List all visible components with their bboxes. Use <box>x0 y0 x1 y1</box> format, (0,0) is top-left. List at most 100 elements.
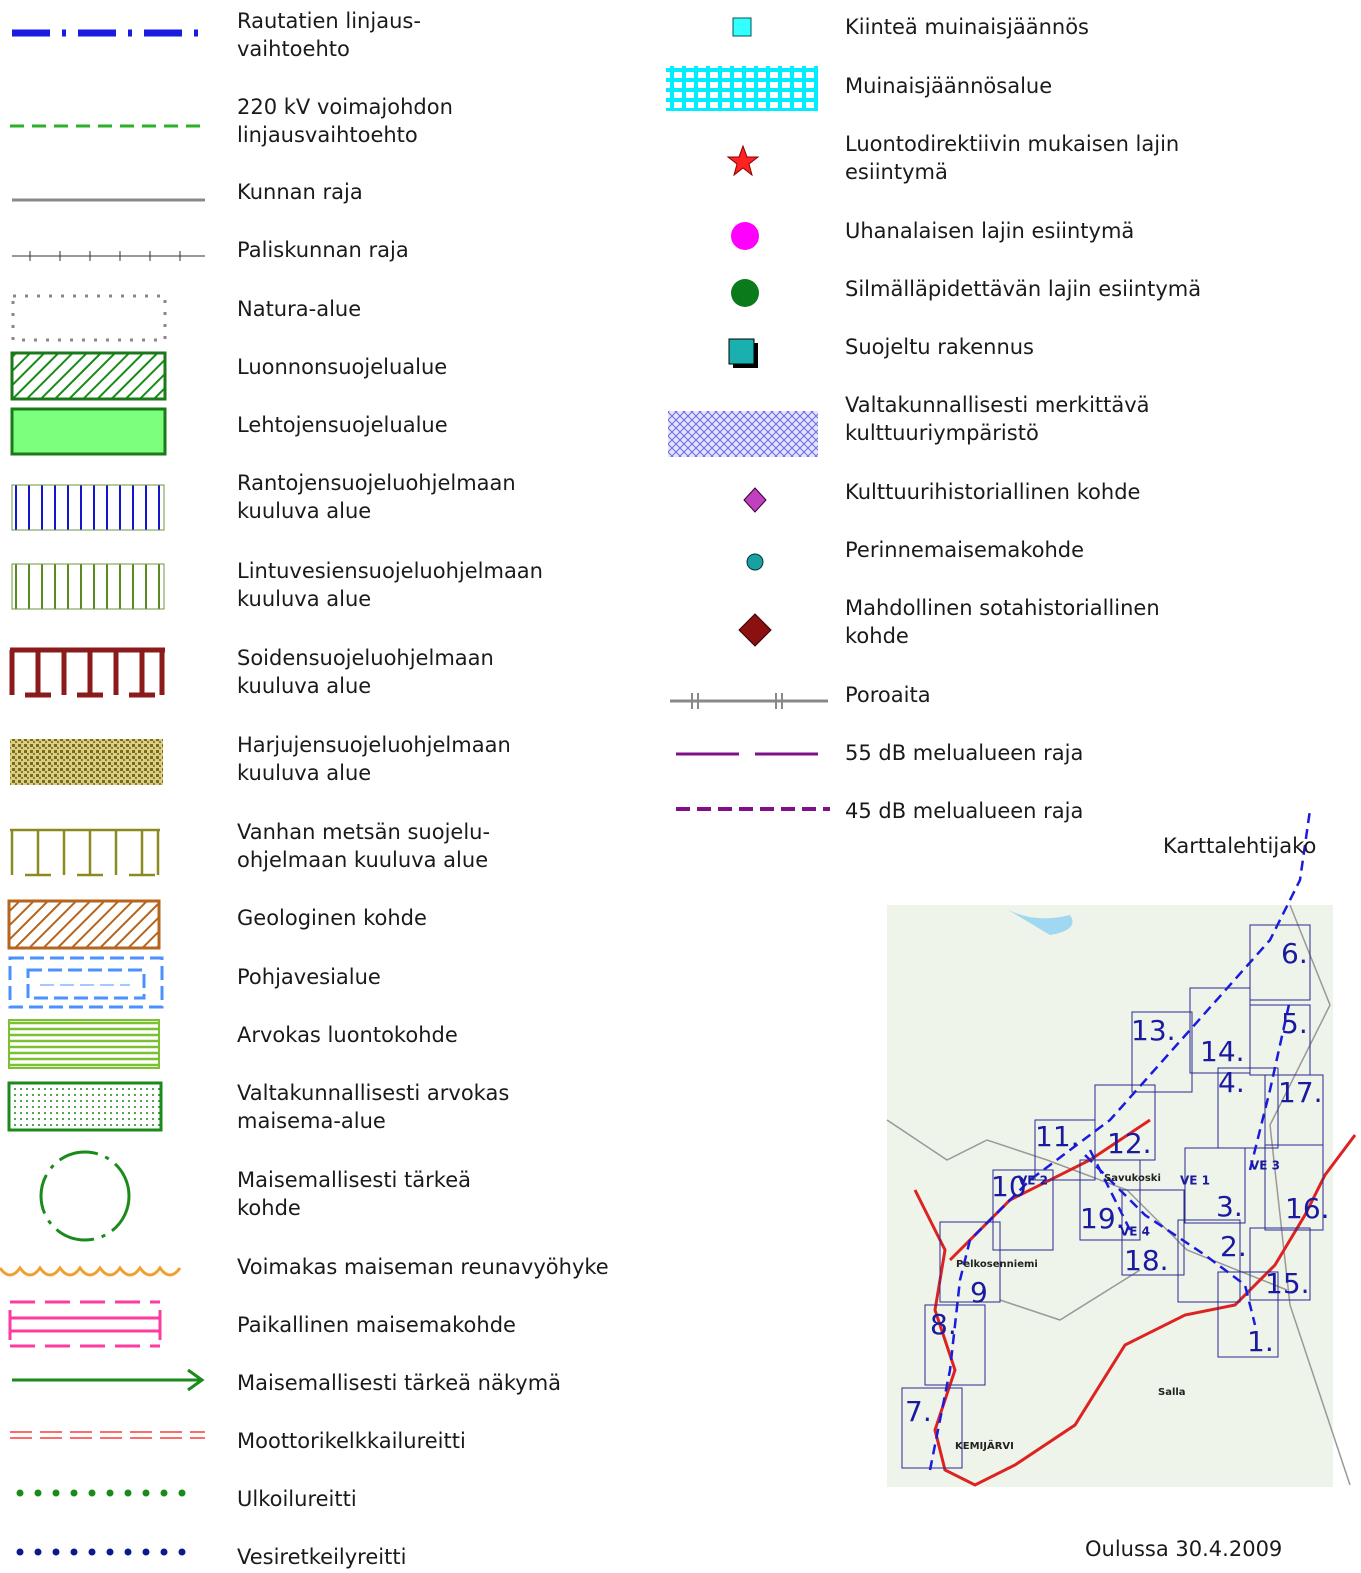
place-name: Savukoski <box>1104 1173 1161 1184</box>
legend-label: Harjujensuojeluohjelmaan <box>237 733 511 757</box>
legend-label: Rautatien linjaus- <box>237 9 421 33</box>
sheet-number: 13. <box>1131 1014 1176 1047</box>
legend-label: Ulkoilureitti <box>237 1487 357 1511</box>
legend-label: Paliskunnan raja <box>237 238 409 262</box>
sheet-number: 5. <box>1281 1007 1308 1040</box>
symbol <box>13 296 165 340</box>
symbol <box>668 411 818 457</box>
legend-label: kulttuuriympäristö <box>845 421 1039 445</box>
map-title: Karttalehtijako <box>1163 834 1316 858</box>
legend-label: kuuluva alue <box>237 761 371 785</box>
symbol <box>10 830 160 875</box>
legend-label: Poroaita <box>845 683 931 707</box>
route-label: VE 1 <box>1180 1174 1210 1188</box>
legend-label: ohjelmaan kuuluva alue <box>237 848 488 872</box>
legend-label: Natura-alue <box>237 297 361 321</box>
sheet-number: 3. <box>1216 1190 1243 1223</box>
legend-label: esiintymä <box>845 160 948 184</box>
legend-label: Valtakunnallisesti arvokas <box>237 1081 509 1105</box>
sheet-number: 15. <box>1265 1267 1310 1300</box>
sheet-number: 6. <box>1281 937 1308 970</box>
legend-label: Luontodirektiivin mukaisen lajin <box>845 132 1179 156</box>
symbol <box>739 614 771 646</box>
legend-label: kuuluva alue <box>237 587 371 611</box>
symbol <box>10 958 162 1007</box>
legend-label: Luonnonsuojelualue <box>237 355 447 379</box>
route-label: VE 3 <box>1250 1159 1280 1173</box>
symbol <box>41 1152 129 1240</box>
symbol <box>9 1083 161 1130</box>
sheet-number: 11. <box>1035 1120 1080 1153</box>
legend-label: Perinnemaisemakohde <box>845 538 1084 562</box>
symbol <box>12 353 165 399</box>
symbol <box>666 66 818 111</box>
legend-label: kuuluva alue <box>237 674 371 698</box>
symbol <box>9 901 159 948</box>
legend-label: Voimakas maiseman reunavyöhyke <box>237 1255 609 1279</box>
legend-label: Muinaisjäännösalue <box>845 74 1052 98</box>
symbol <box>9 1020 159 1068</box>
legend-label: Kunnan raja <box>237 180 363 204</box>
symbol <box>733 18 751 36</box>
symbol <box>0 1268 180 1275</box>
legend-label: Vanhan metsän suojelu- <box>237 820 490 844</box>
legend-label: Geologinen kohde <box>237 906 427 930</box>
legend-label: Maisemallisesti tärkeä näkymä <box>237 1371 561 1395</box>
symbol <box>10 650 165 695</box>
legend-label: maisema-alue <box>237 1109 386 1133</box>
legend-label: Pohjavesialue <box>237 965 381 989</box>
symbol <box>744 488 766 512</box>
sheet-number: 18. <box>1124 1244 1169 1277</box>
sheet-number: 2. <box>1220 1230 1247 1263</box>
legend-label: vaihtoehto <box>237 37 350 61</box>
legend-label: Silmälläpidettävän lajin esiintymä <box>845 277 1201 301</box>
page: Legend body { margin: 0; background: #ff… <box>0 0 1361 1573</box>
symbol <box>10 739 163 785</box>
legend-label: Maisemallisesti tärkeä <box>237 1168 471 1192</box>
symbol <box>12 485 164 530</box>
left-symbols <box>0 33 205 1552</box>
symbol <box>12 409 165 454</box>
symbol <box>10 1432 205 1438</box>
legend-label: 220 kV voimajohdon <box>237 95 453 119</box>
legend-sheet: 6.5.13.14.4.17.11.12.1019.3.16.18.2.15.9… <box>0 0 1361 1573</box>
legend-label: Mahdollinen sotahistoriallinen <box>845 596 1160 620</box>
legend-label: Rantojensuojeluohjelmaan <box>237 471 516 495</box>
legend-label: Lintuvesiensuojeluohjelmaan <box>237 559 543 583</box>
legend-label: Arvokas luontokohde <box>237 1023 458 1047</box>
sheet-number: 16. <box>1285 1192 1330 1225</box>
sheet-number: 19. <box>1080 1202 1125 1235</box>
legend-label: linjausvaihtoehto <box>237 123 418 147</box>
body: {"legend_left": [ {"label": ["Rautatien … <box>0 0 1361 1573</box>
symbol <box>731 279 759 307</box>
legend-label: Lehtojensuojelualue <box>237 413 448 437</box>
legend-label: Kiinteä muinaisjäännös <box>845 15 1089 39</box>
legend-label: Soidensuojeluohjelmaan <box>237 646 494 670</box>
legend-label: 45 dB melualueen raja <box>845 799 1083 823</box>
legend-label: Kulttuurihistoriallinen kohde <box>845 480 1140 504</box>
route-label: VE 4 <box>1120 1225 1150 1239</box>
symbol <box>10 1302 160 1346</box>
place-name: KEMIJÄRVI <box>955 1438 1014 1452</box>
place-name: Pelkosenniemi <box>956 1259 1038 1270</box>
legend-label: Paikallinen maisemakohde <box>237 1313 516 1337</box>
legend-label: Moottorikelkkailureitti <box>237 1429 466 1453</box>
symbol <box>12 564 164 609</box>
footer-date: Oulussa 30.4.2009 <box>1085 1537 1282 1561</box>
right-symbols <box>666 18 830 809</box>
symbol <box>747 554 763 570</box>
symbol <box>731 222 759 250</box>
symbol <box>728 146 758 175</box>
legend-label: 55 dB melualueen raja <box>845 741 1083 765</box>
symbol <box>670 693 828 709</box>
sheet-number: 12. <box>1107 1127 1152 1160</box>
sheet-number: 7. <box>905 1395 932 1428</box>
symbol <box>12 251 205 261</box>
place-name: Salla <box>1158 1387 1186 1398</box>
legend-label: Valtakunnallisesti merkittävä <box>845 393 1150 417</box>
sheet-number: 8. <box>930 1308 957 1341</box>
sheet-number: 17. <box>1278 1076 1323 1109</box>
symbol <box>729 339 758 368</box>
legend-label: Vesiretkeilyreitti <box>237 1545 406 1569</box>
legend-label: kuuluva alue <box>237 499 371 523</box>
